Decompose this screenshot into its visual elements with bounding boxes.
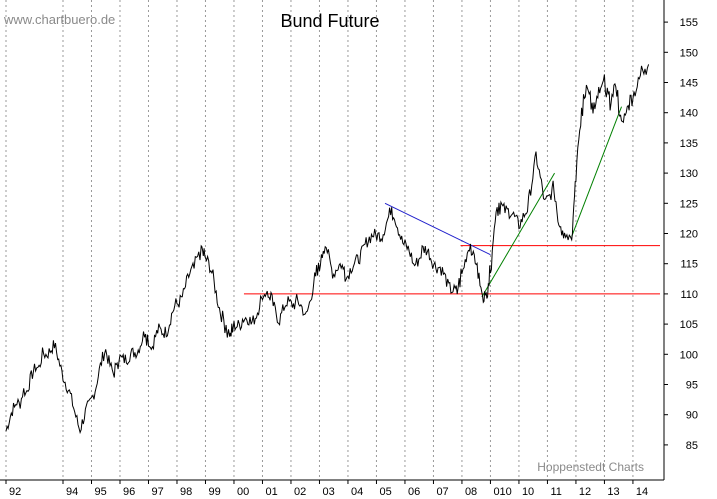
trendline bbox=[384, 202, 491, 256]
x-tick-label: 99 bbox=[208, 486, 220, 498]
x-tick-label: 92 bbox=[9, 486, 21, 498]
x-tick-label: 01 bbox=[265, 486, 277, 498]
x-tick-label: 02 bbox=[294, 486, 306, 498]
x-tick-label: 12 bbox=[579, 486, 591, 498]
x-tick-label: 11 bbox=[550, 486, 561, 498]
y-tick-label: 85 bbox=[686, 440, 698, 452]
x-tick-label: 05 bbox=[379, 486, 391, 498]
y-tick-label: 105 bbox=[680, 319, 698, 331]
y-tick-label: 150 bbox=[680, 47, 698, 59]
chart-title: Bund Future bbox=[280, 11, 379, 31]
x-tick-label: 010 bbox=[493, 486, 511, 498]
x-tick-label: 95 bbox=[94, 486, 106, 498]
y-tick-label: 100 bbox=[680, 349, 698, 361]
y-tick-label: 155 bbox=[680, 17, 698, 29]
x-tick-label: 98 bbox=[180, 486, 192, 498]
x-tick-label: 10 bbox=[522, 486, 534, 498]
y-axis: 85 90 95 100 105 110 115 120 125 130 135 140 145 150 1… bbox=[664, 17, 698, 452]
price-series-line bbox=[5, 64, 650, 435]
x-tick-label: 13 bbox=[607, 486, 619, 498]
x-tick-label: 97 bbox=[151, 486, 163, 498]
x-tick-label: 96 bbox=[123, 486, 135, 498]
y-tick-label: 110 bbox=[680, 289, 698, 301]
x-tick-label: 94 bbox=[66, 486, 78, 498]
y-tick-label: 90 bbox=[686, 410, 698, 422]
y-tick-label: 125 bbox=[680, 198, 698, 210]
trendline-layer bbox=[243, 106, 660, 298]
x-tick-label: 00 bbox=[237, 486, 249, 498]
x-tick-label: 06 bbox=[408, 486, 420, 498]
y-tick-label: 130 bbox=[680, 168, 698, 180]
x-tick-label: 07 bbox=[436, 486, 448, 498]
y-tick-label: 140 bbox=[680, 108, 698, 120]
source-credit: Hoppenstedt Charts bbox=[537, 460, 644, 474]
y-tick-label: 145 bbox=[680, 78, 698, 90]
watermark-text: www.chartbuero.de bbox=[3, 12, 115, 27]
x-tick-label: 04 bbox=[351, 486, 363, 498]
trendline bbox=[571, 106, 622, 237]
trendline bbox=[481, 172, 555, 298]
y-tick-label: 135 bbox=[680, 138, 698, 150]
series-layer bbox=[5, 64, 650, 435]
x-tick-label: 03 bbox=[322, 486, 334, 498]
x-tick-label: 08 bbox=[465, 486, 477, 498]
y-tick-label: 120 bbox=[680, 229, 698, 241]
y-tick-label: 95 bbox=[686, 380, 698, 392]
y-tick-label: 115 bbox=[680, 259, 698, 271]
x-tick-label: 14 bbox=[636, 486, 648, 498]
x-axis: 92 94 95 96 97 98 99 00 01 02 03 04 05 06 07 08 010 10 11 1… bbox=[5, 480, 648, 498]
